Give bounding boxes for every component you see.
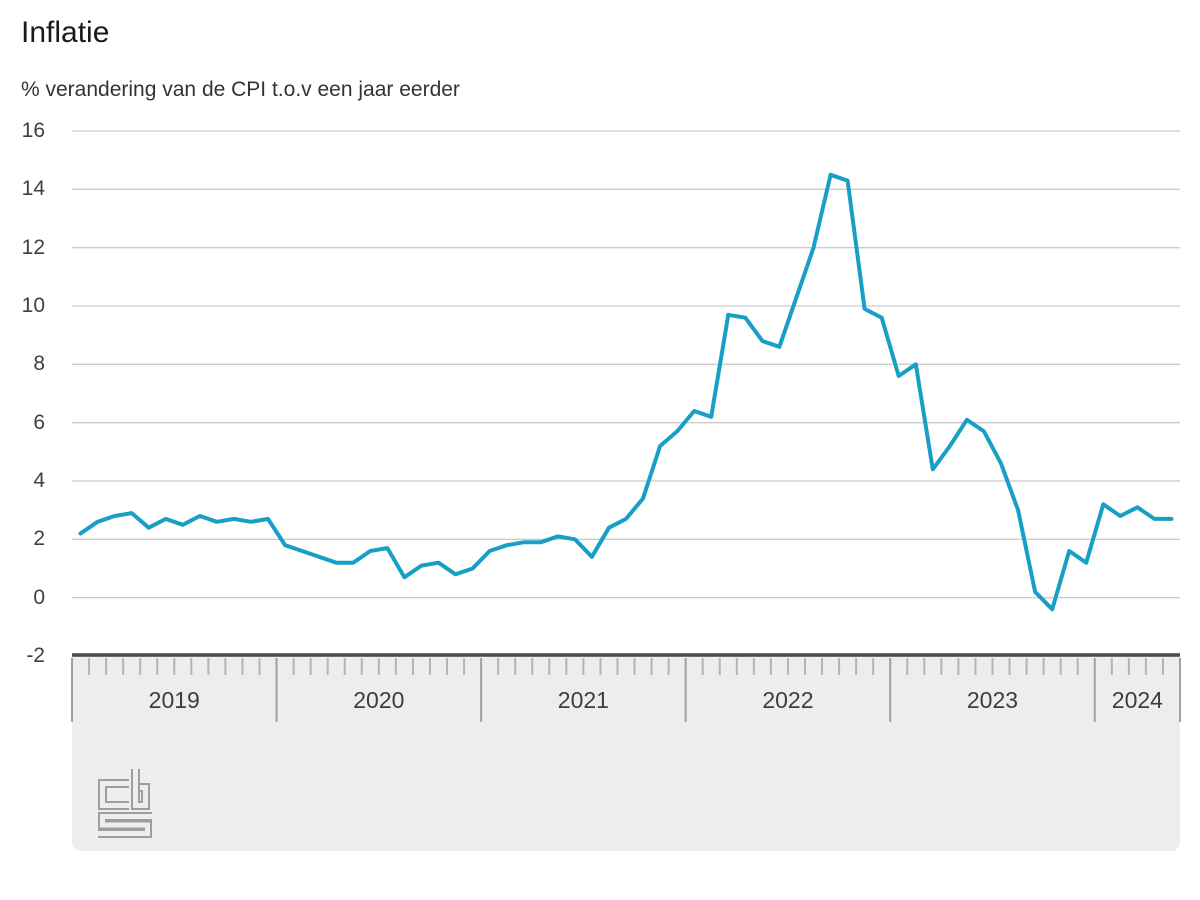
y-axis-label: 10 (21, 294, 45, 317)
year-label: 2023 (966, 687, 1019, 713)
year-label: 2022 (762, 687, 814, 713)
cbs-logo-stroke (100, 781, 129, 808)
year-label: 2021 (557, 687, 609, 713)
inflation-line-series (78, 172, 1174, 612)
chart-title: Inflatie (21, 16, 110, 49)
year-label: 2024 (1111, 687, 1163, 713)
year-label: 2020 (353, 687, 405, 713)
year-label: 2019 (148, 687, 200, 713)
y-axis-label: 4 (33, 469, 45, 492)
y-axis-label: 16 (21, 119, 45, 142)
x-axis-band (72, 653, 1180, 851)
x-axis-line (72, 653, 1180, 657)
cbs-logo-icon (98, 769, 152, 838)
y-axis-label: 2 (33, 527, 45, 551)
cbs-logo-stroke (133, 769, 148, 808)
y-axis-label: 12 (21, 235, 45, 259)
y-axis-label: 14 (21, 177, 45, 201)
y-axis-label: 8 (33, 352, 45, 376)
cbs-logo-stroke (98, 814, 152, 836)
y-axis-label: -2 (26, 644, 45, 667)
y-axis-label: 0 (33, 585, 45, 609)
chart-subtitle: % verandering van de CPI t.o.v een jaar … (21, 78, 460, 101)
y-axis-label: 6 (33, 410, 45, 434)
